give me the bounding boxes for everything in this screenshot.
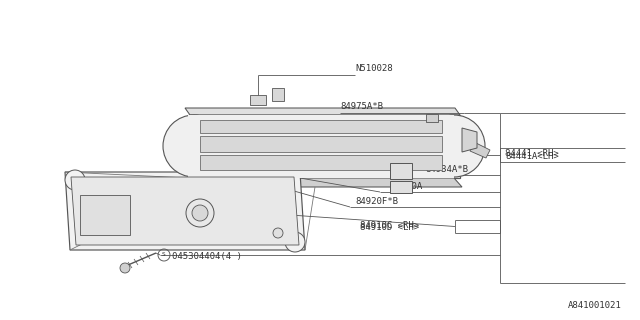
Polygon shape (462, 128, 477, 152)
Polygon shape (185, 108, 460, 115)
Polygon shape (390, 163, 412, 179)
Polygon shape (215, 115, 470, 125)
Polygon shape (65, 172, 305, 250)
Text: 84934A*B: 84934A*B (425, 165, 468, 174)
Text: 84910C <RH>: 84910C <RH> (360, 221, 419, 230)
Text: 84441A<LH>: 84441A<LH> (505, 152, 559, 161)
Text: 84940A: 84940A (390, 182, 422, 191)
Circle shape (65, 170, 85, 190)
Circle shape (285, 232, 305, 252)
Circle shape (423, 115, 485, 177)
Text: N510028: N510028 (355, 64, 392, 73)
Text: A841001021: A841001021 (568, 301, 622, 310)
Polygon shape (272, 88, 284, 101)
Polygon shape (200, 155, 442, 170)
Text: S: S (162, 252, 166, 258)
Polygon shape (80, 195, 130, 235)
Polygon shape (200, 136, 442, 152)
Text: 84920F*B: 84920F*B (355, 197, 398, 206)
Circle shape (163, 115, 225, 177)
Polygon shape (390, 181, 412, 193)
Polygon shape (426, 114, 438, 122)
Polygon shape (470, 142, 490, 158)
Polygon shape (188, 115, 454, 178)
Circle shape (192, 205, 208, 221)
Polygon shape (200, 120, 442, 133)
Polygon shape (250, 95, 266, 105)
Polygon shape (188, 178, 462, 187)
Polygon shape (71, 177, 299, 245)
Text: 84441 <RH>: 84441 <RH> (505, 149, 559, 158)
Text: 045304404(4 ): 045304404(4 ) (172, 252, 242, 260)
Circle shape (186, 199, 214, 227)
Text: 84975A*B: 84975A*B (340, 102, 383, 111)
Circle shape (120, 263, 130, 273)
Polygon shape (188, 115, 460, 178)
Circle shape (273, 228, 283, 238)
Text: 84910D <LH>: 84910D <LH> (360, 223, 419, 232)
